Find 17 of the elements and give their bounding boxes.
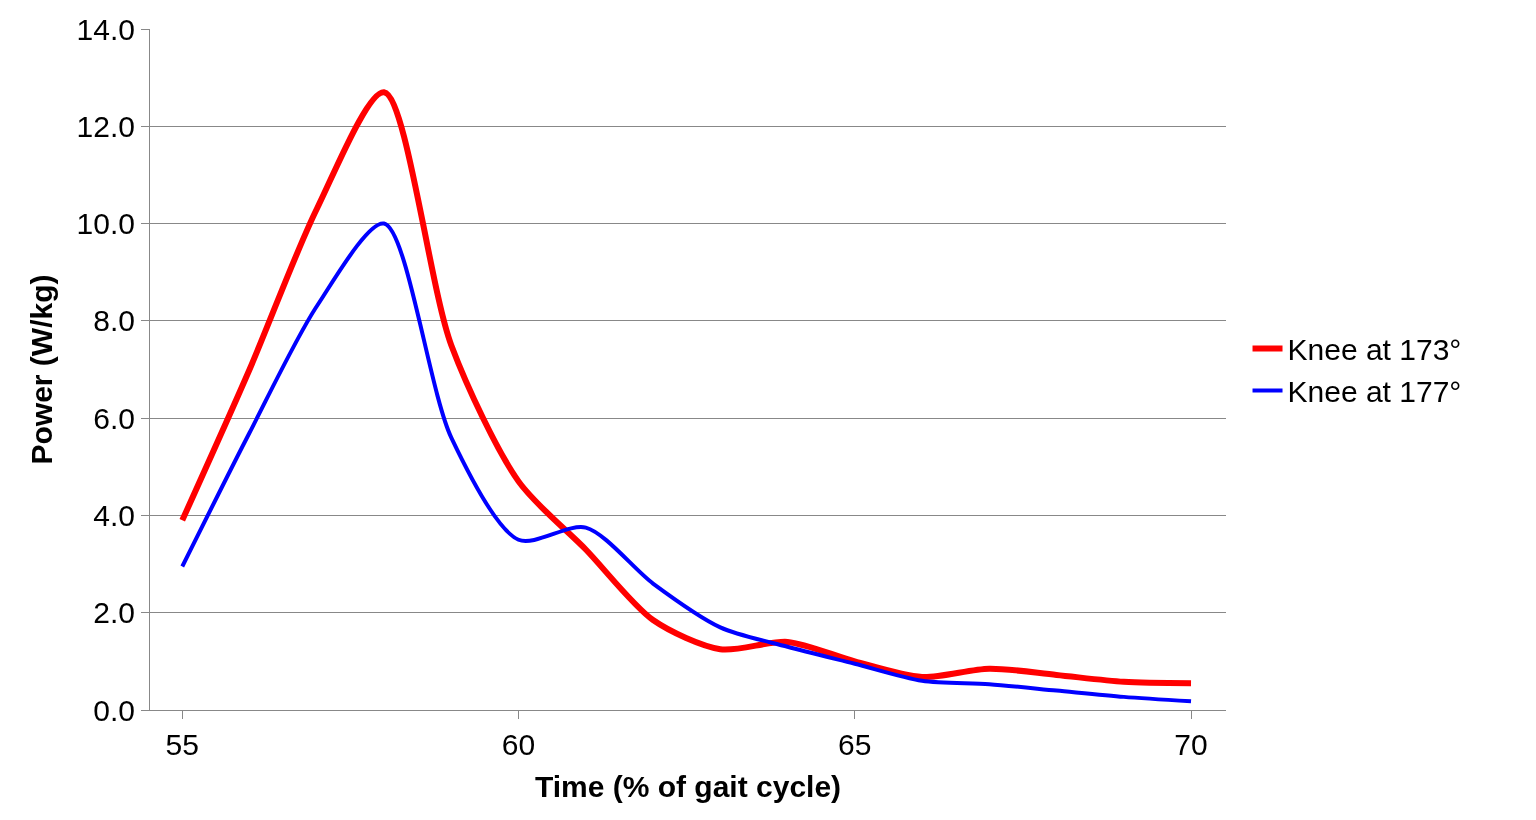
y-tick-label: 0.0 [93,693,135,727]
x-tick-label: 70 [1174,728,1208,761]
x-axis-title: Time (% of gait cycle) [534,769,842,803]
y-tick-label: 12.0 [76,109,135,143]
legend-label: Knee at 173° [1287,333,1462,367]
y-tick-label: 6.0 [93,401,135,435]
legend-label: Knee at 177° [1287,375,1462,409]
x-tick-label: 55 [165,728,199,761]
x-tick-label: 60 [501,728,536,761]
y-axis-title: Power (W/kg) [24,274,58,465]
y-tick-label: 2.0 [93,596,135,630]
y-tick-label: 4.0 [93,498,135,532]
y-tick-label: 14.0 [76,12,135,46]
line-series [180,221,1194,704]
x-tick-label: 65 [838,728,872,761]
y-tick-label: 8.0 [93,304,135,338]
y-tick-label: 10.0 [76,207,135,241]
